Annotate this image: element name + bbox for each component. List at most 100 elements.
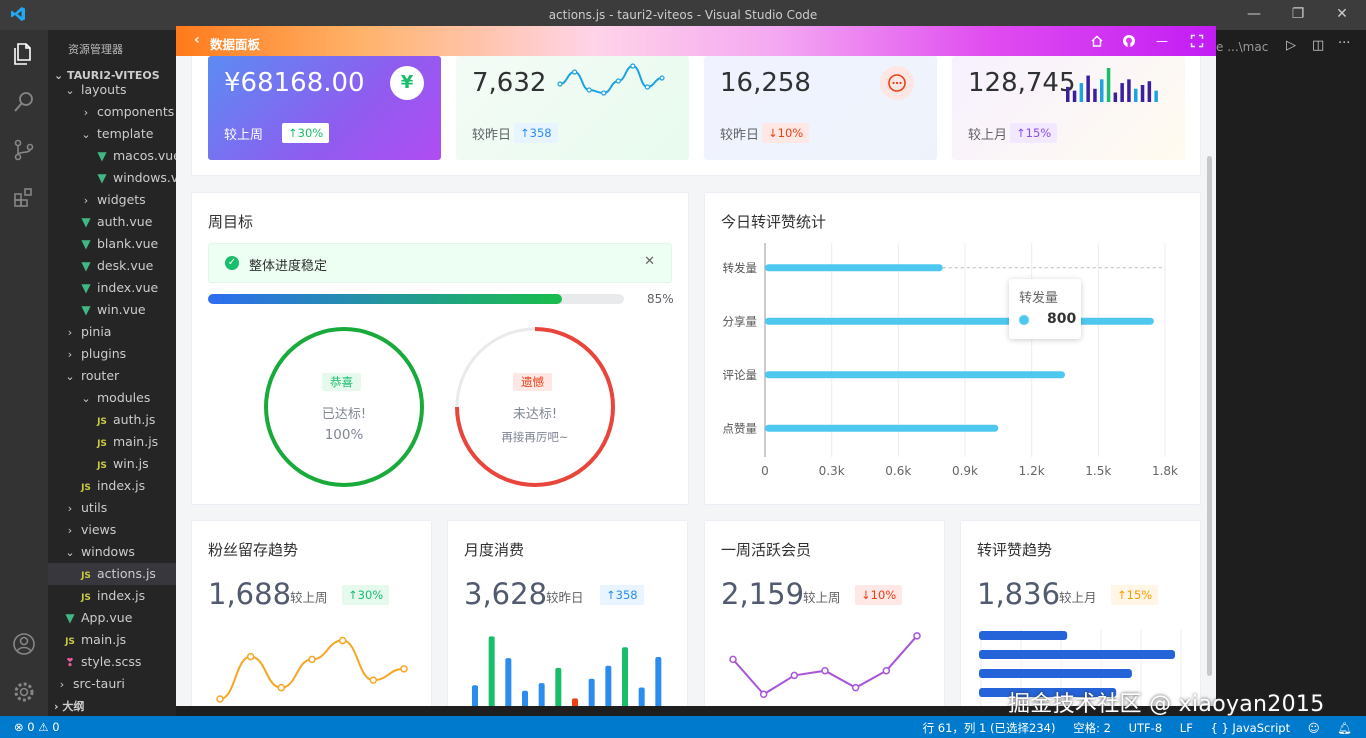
bar (979, 631, 1068, 640)
series-line (219, 639, 405, 700)
indentation[interactable]: 空格: 2 (1073, 721, 1111, 735)
x-tick-label: 0.3k (819, 464, 845, 478)
chevron-down-icon: ⌄ (65, 546, 75, 559)
tree-item-label: pinia (81, 324, 112, 339)
stat-value: ¥68168.00 (224, 68, 365, 98)
explorer-sidebar: 资源管理器 ⌄ TAURI2-VITEOS ⌄ layouts › component… (48, 30, 194, 716)
tree-item[interactable]: ❣ style.scss (48, 651, 176, 673)
tree-item[interactable]: ⌄ layouts (48, 79, 176, 101)
today-stats-card: 今日转评赞统计 0 0.3k 0.6k 0.9k 1.2k 1.5k 1.8k 转发量 分享量评… (704, 192, 1201, 505)
settings-gear-icon[interactable] (12, 680, 36, 704)
bar (979, 650, 1175, 659)
x-tick-label: 0.6k (885, 464, 911, 478)
tree-item[interactable]: JS win.js (48, 453, 176, 475)
restore-icon[interactable]: ❐ (1291, 6, 1305, 22)
x-tick-label: 1.5k (1085, 464, 1111, 478)
back-chevron-icon[interactable]: ‹ (194, 32, 200, 48)
home-icon[interactable] (1090, 34, 1104, 48)
tree-item[interactable]: ▼ App.vue (48, 607, 176, 629)
encoding[interactable]: UTF-8 (1128, 721, 1163, 735)
tree-item[interactable]: JS index.js (48, 585, 176, 607)
tree-item[interactable]: › src-tauri (48, 673, 176, 695)
stat-card-orders[interactable]: 128,745 较上月 ↑15% (952, 56, 1185, 160)
cursor-position[interactable]: 行 61，列 1 (已选择234) (922, 721, 1056, 735)
tree-item[interactable]: JS main.js (48, 629, 176, 651)
x-tick-label: 1.2k (1019, 464, 1045, 478)
tree-item[interactable]: ⌄ windows (48, 541, 176, 563)
close-alert-icon[interactable]: ✕ (644, 254, 655, 269)
tree-item[interactable]: ▼ desk.vue (48, 255, 176, 277)
card-compare: 较昨日 (546, 590, 584, 605)
tree-item[interactable]: ▼ macos.vue (48, 145, 180, 167)
feedback-icon[interactable]: ☺ (1307, 721, 1320, 735)
fullscreen-icon[interactable] (1190, 34, 1204, 48)
vue-file-icon: ▼ (81, 215, 91, 229)
dashboard-title: 数据面板 (210, 37, 261, 52)
run-icon[interactable]: ▷ (1286, 38, 1296, 53)
stat-card-views[interactable]: 7,632 较昨日 ↑358 (456, 56, 689, 160)
tree-item[interactable]: JS auth.js (48, 409, 176, 431)
split-editor-icon[interactable]: ◫ (1312, 38, 1325, 53)
tree-item[interactable]: ▼ index.vue (48, 277, 176, 299)
outline-section[interactable]: › 大纲 (54, 700, 85, 713)
source-control-icon[interactable] (12, 138, 36, 162)
tree-item[interactable]: ⌄ modules (48, 387, 176, 409)
tree-item[interactable]: ⌄ template (48, 123, 176, 145)
engagement-bar-chart (979, 629, 1182, 706)
data-point (246, 652, 255, 661)
tree-item[interactable]: ▼ windows.vue (48, 167, 194, 189)
tree-item[interactable]: › utils (48, 497, 176, 519)
card-badge: ↓10% (855, 585, 903, 605)
search-icon[interactable] (12, 90, 36, 114)
card-title: 今日转评赞统计 (721, 213, 827, 231)
explorer-icon[interactable] (12, 42, 36, 66)
more-actions-icon[interactable]: ··· (1338, 36, 1351, 51)
chevron-down-icon: ⌄ (65, 370, 75, 383)
tree-item[interactable]: ▼ auth.vue (48, 211, 176, 233)
watermark-signature: 掘金技术社区 @ xiaoyan2015 (1008, 692, 1325, 717)
monthly-spend-card: 月度消费 3,628 较昨日 ↑358 (447, 520, 688, 706)
tree-item[interactable]: JS actions.js (48, 563, 176, 585)
tree-item[interactable]: ▼ win.vue (48, 299, 176, 321)
chevron-right-icon: › (67, 348, 73, 361)
progress-track (208, 294, 624, 304)
tree-item[interactable]: › views (48, 519, 176, 541)
mini-bar (1154, 90, 1158, 102)
tree-item[interactable]: › widgets (48, 189, 176, 211)
github-icon[interactable] (1122, 34, 1136, 48)
scrollbar[interactable] (1207, 156, 1212, 676)
tree-item-label: style.scss (81, 654, 142, 669)
data-point (729, 655, 737, 664)
problems-indicator[interactable]: ⊗ 0 ⚠ 0 (14, 720, 60, 734)
editor-tab-hint[interactable]: e ...\mac (1216, 40, 1269, 54)
stat-card-messages[interactable]: 16,258 较昨日 ↓10% (704, 56, 937, 160)
stat-compare: 较上周 (224, 128, 264, 143)
minimize-window-icon[interactable]: — (1156, 34, 1168, 48)
tree-item[interactable]: JS index.js (48, 475, 176, 497)
extensions-icon[interactable] (12, 186, 36, 210)
tree-item[interactable]: ⌄ router (48, 365, 176, 387)
minimize-icon[interactable]: — (1247, 6, 1261, 22)
card-value: 1,836 (977, 577, 1061, 611)
goal-ring-missed: 遗憾 未达标! 再接再厉吧~ (455, 327, 615, 487)
tree-item[interactable]: JS main.js (48, 431, 176, 453)
notifications-icon[interactable]: 🔔︎ (1337, 721, 1352, 735)
tree-item[interactable]: › pinia (48, 321, 176, 343)
chevron-down-icon: ⌄ (65, 84, 75, 97)
vue-file-icon: ▼ (81, 259, 91, 273)
language-mode[interactable]: { } JavaScript (1210, 721, 1291, 735)
data-point (308, 655, 316, 664)
bar (522, 690, 528, 706)
tree-item[interactable]: ▼ blank.vue (48, 233, 176, 255)
tree-item[interactable]: › plugins (48, 343, 176, 365)
stat-badge: ↑358 (514, 123, 558, 143)
tree-item[interactable]: › components (48, 101, 176, 123)
project-root[interactable]: ⌄ TAURI2-VITEOS (54, 69, 160, 82)
account-icon[interactable] (12, 632, 36, 656)
stat-card-sales[interactable]: ¥68168.00 ¥ 较上周 ↑30% (208, 56, 441, 160)
fans-line-chart (216, 636, 408, 703)
line-ending[interactable]: LF (1179, 721, 1193, 735)
close-icon[interactable]: ✕ (1336, 6, 1348, 22)
tree-item-label: actions.js (97, 566, 156, 581)
explorer-header: 资源管理器 (68, 43, 123, 56)
